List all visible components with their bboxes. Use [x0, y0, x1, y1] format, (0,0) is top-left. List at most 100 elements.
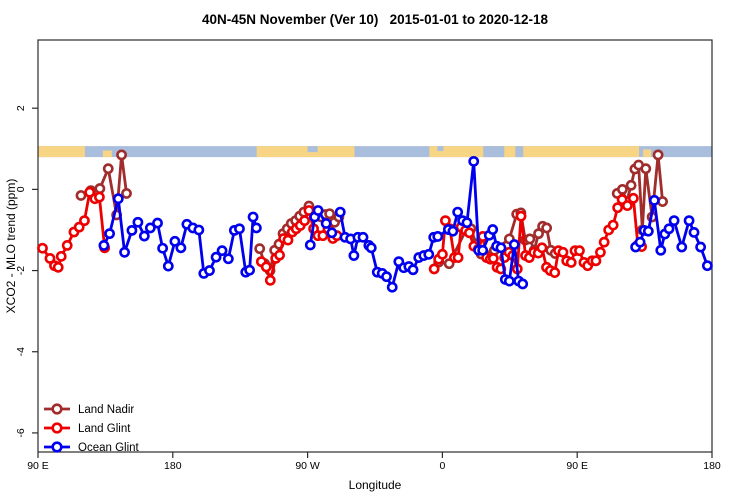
data-point: [222, 253, 234, 265]
legend-label: Ocean Glint: [78, 442, 140, 454]
data-point: [193, 224, 205, 236]
data-point: [463, 227, 475, 239]
island-segment: [643, 149, 652, 158]
series-ocean-glint: [98, 155, 713, 293]
data-point: [495, 242, 507, 254]
chart-title: 40N-45N November (Ver 10) 2015-01-01 to …: [202, 12, 548, 27]
x-tick-label: 90 E: [27, 460, 49, 472]
data-point: [234, 223, 245, 235]
data-point: [247, 211, 259, 223]
data-point: [104, 228, 115, 240]
y-tick-label: -4: [15, 347, 27, 356]
data-point: [423, 248, 435, 260]
legend-label: Land Nadir: [78, 404, 134, 416]
data-point: [503, 275, 515, 287]
data-point: [642, 225, 654, 237]
data-point: [436, 248, 448, 260]
data-point: [162, 260, 174, 272]
data-point: [452, 252, 464, 263]
x-tick-label: 180: [703, 460, 721, 472]
data-point: [381, 271, 392, 283]
lake-segment: [483, 146, 505, 158]
data-point: [640, 163, 652, 175]
data-point: [668, 215, 680, 227]
data-point: [216, 245, 228, 257]
y-axis-ticks: 2 0 -2 -4 -6: [15, 105, 38, 438]
data-point: [524, 233, 536, 245]
data-point: [44, 252, 56, 264]
y-tick-label: 0: [15, 186, 27, 192]
data-point: [625, 179, 637, 191]
data-point: [320, 218, 332, 229]
land-segment: [429, 146, 640, 158]
data-point: [365, 242, 377, 254]
y-tick-label: -6: [15, 428, 27, 437]
x-tick-label: 90 W: [295, 460, 320, 472]
data-point: [607, 219, 619, 231]
data-point: [119, 246, 130, 258]
data-point: [121, 188, 132, 199]
x-tick-label: 90 E: [566, 460, 588, 472]
y-tick-label: -2: [15, 266, 27, 275]
data-point: [439, 215, 451, 227]
data-point: [621, 200, 633, 212]
data-point: [688, 227, 700, 238]
data-point: [652, 149, 664, 161]
data-point: [655, 244, 667, 256]
island-segment: [102, 150, 112, 158]
legend: Land Nadir Land Glint Ocean Glint: [44, 403, 140, 454]
data-point: [487, 224, 499, 235]
land-segment: [38, 146, 85, 158]
data-point: [274, 249, 285, 261]
data-point: [132, 216, 144, 228]
data-point: [98, 239, 110, 251]
data-point: [565, 257, 577, 268]
data-point: [52, 261, 64, 273]
data-point: [204, 265, 215, 276]
data-point: [595, 246, 606, 258]
data-point: [282, 234, 294, 246]
data-point: [487, 252, 499, 264]
data-point: [334, 206, 346, 218]
data-point: [61, 239, 73, 251]
data-point: [612, 202, 624, 214]
data-point: [126, 224, 138, 236]
data-point: [312, 205, 324, 216]
series-land-glint: [37, 186, 648, 286]
data-point: [627, 192, 639, 204]
data-point: [210, 251, 222, 263]
data-point: [317, 230, 329, 242]
data-point: [326, 227, 338, 239]
data-point: [701, 260, 713, 272]
data-point: [260, 261, 272, 273]
legend-item-ocean-glint: Ocean Glint: [44, 441, 140, 454]
x-tick-label: 0: [439, 460, 445, 472]
data-point: [250, 222, 262, 234]
data-point: [79, 215, 90, 227]
data-point: [254, 243, 266, 255]
data-point: [695, 241, 707, 253]
data-point: [541, 222, 553, 234]
data-point: [152, 217, 163, 229]
legend-item-land-glint: Land Glint: [44, 422, 131, 435]
data-point: [657, 196, 668, 207]
data-point: [175, 242, 187, 254]
x-axis-ticks: 90 E 180 90 W 0 90 E 180: [27, 452, 721, 472]
data-point: [299, 215, 311, 227]
data-point: [84, 186, 96, 198]
x-axis-label: Longitude: [348, 478, 402, 492]
world-map-strip: [38, 146, 712, 158]
data-point: [428, 263, 440, 275]
x-tick-label: 180: [164, 460, 182, 472]
data-point: [94, 191, 105, 203]
land-segment: [256, 146, 355, 158]
data-point: [357, 231, 369, 243]
data-point: [324, 208, 336, 220]
data-point: [144, 222, 156, 234]
data-point: [676, 241, 688, 253]
data-point: [549, 267, 561, 278]
data-point: [634, 236, 646, 248]
legend-item-land-nadir: Land Nadir: [44, 403, 134, 416]
